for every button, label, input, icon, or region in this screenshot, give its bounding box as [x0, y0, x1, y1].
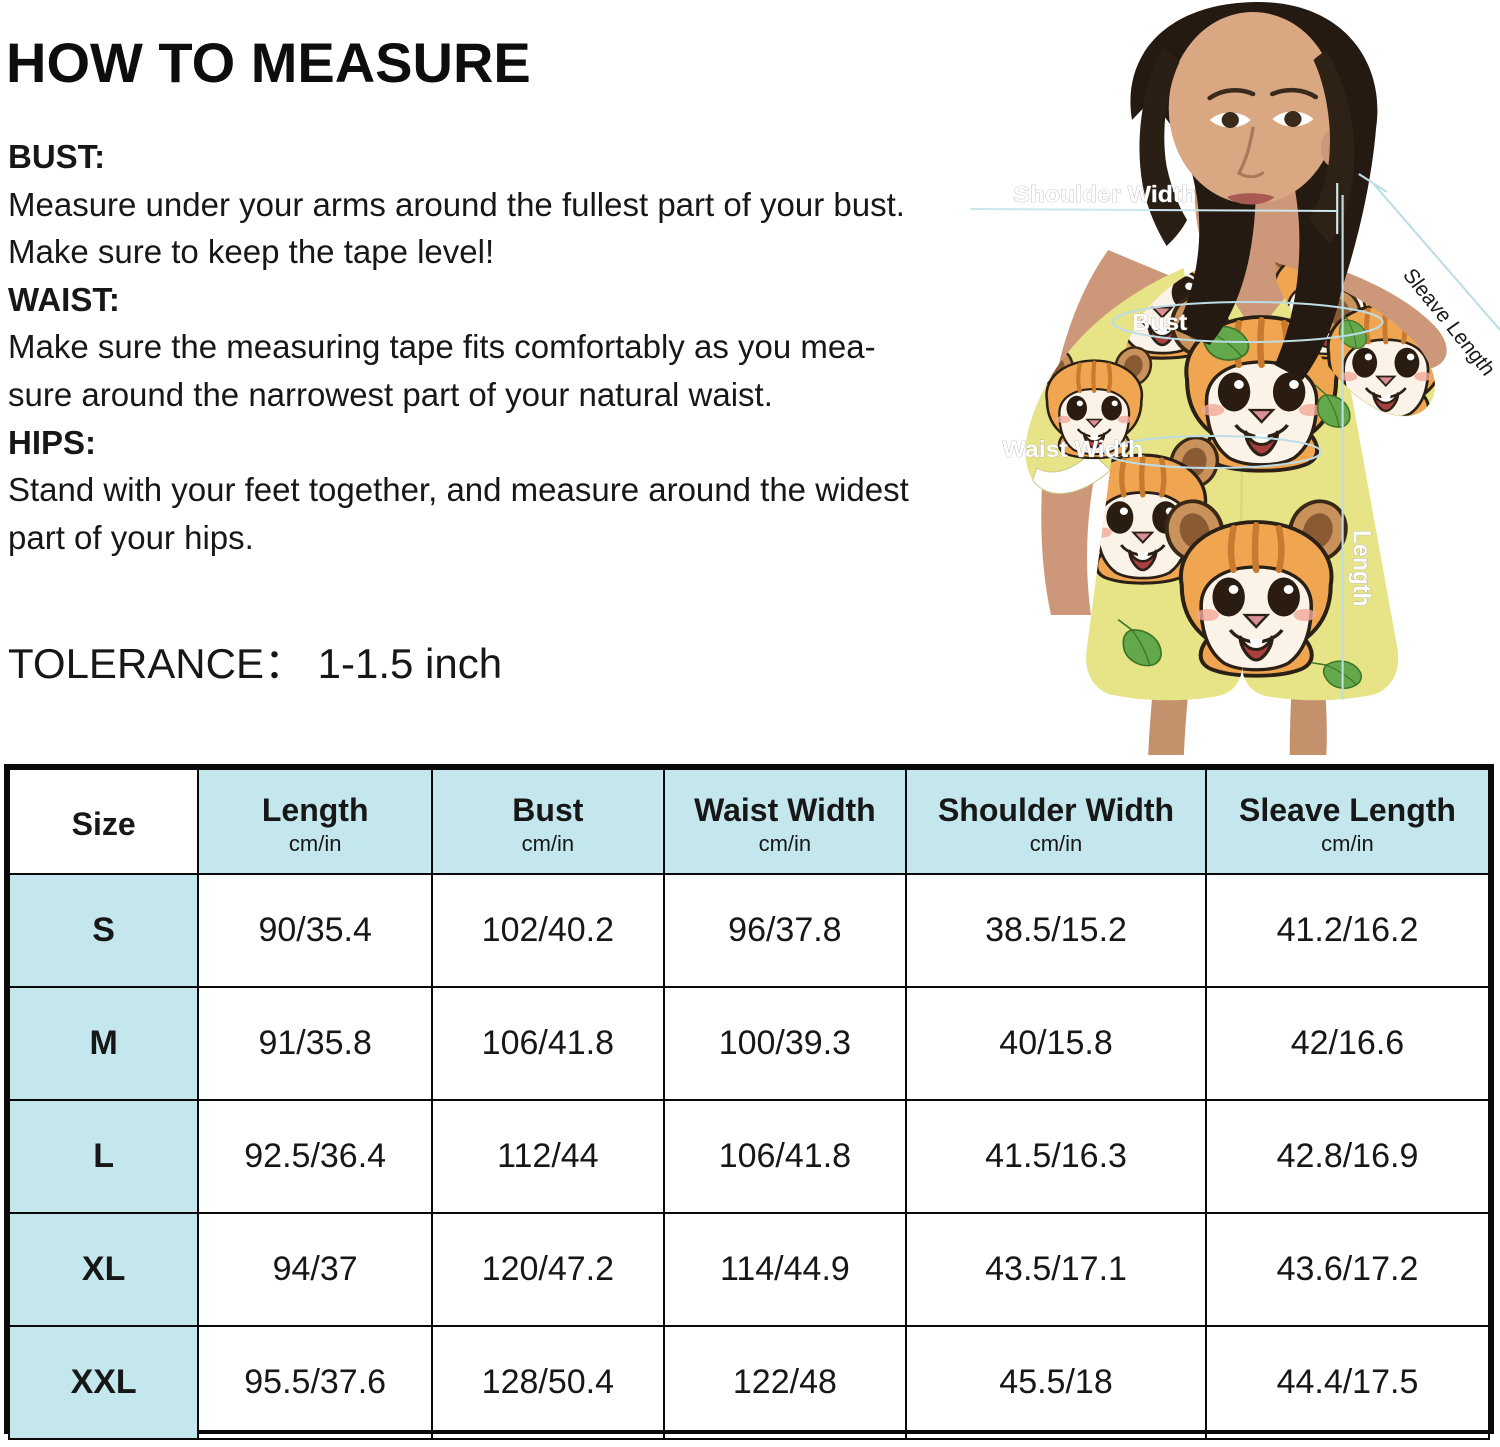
- svg-text:Bust: Bust: [1132, 310, 1187, 336]
- svg-text:Shoulder Width: Shoulder Width: [1013, 182, 1196, 208]
- svg-text:Length: Length: [1347, 530, 1375, 607]
- svg-text:Waist Width: Waist Width: [1002, 437, 1143, 463]
